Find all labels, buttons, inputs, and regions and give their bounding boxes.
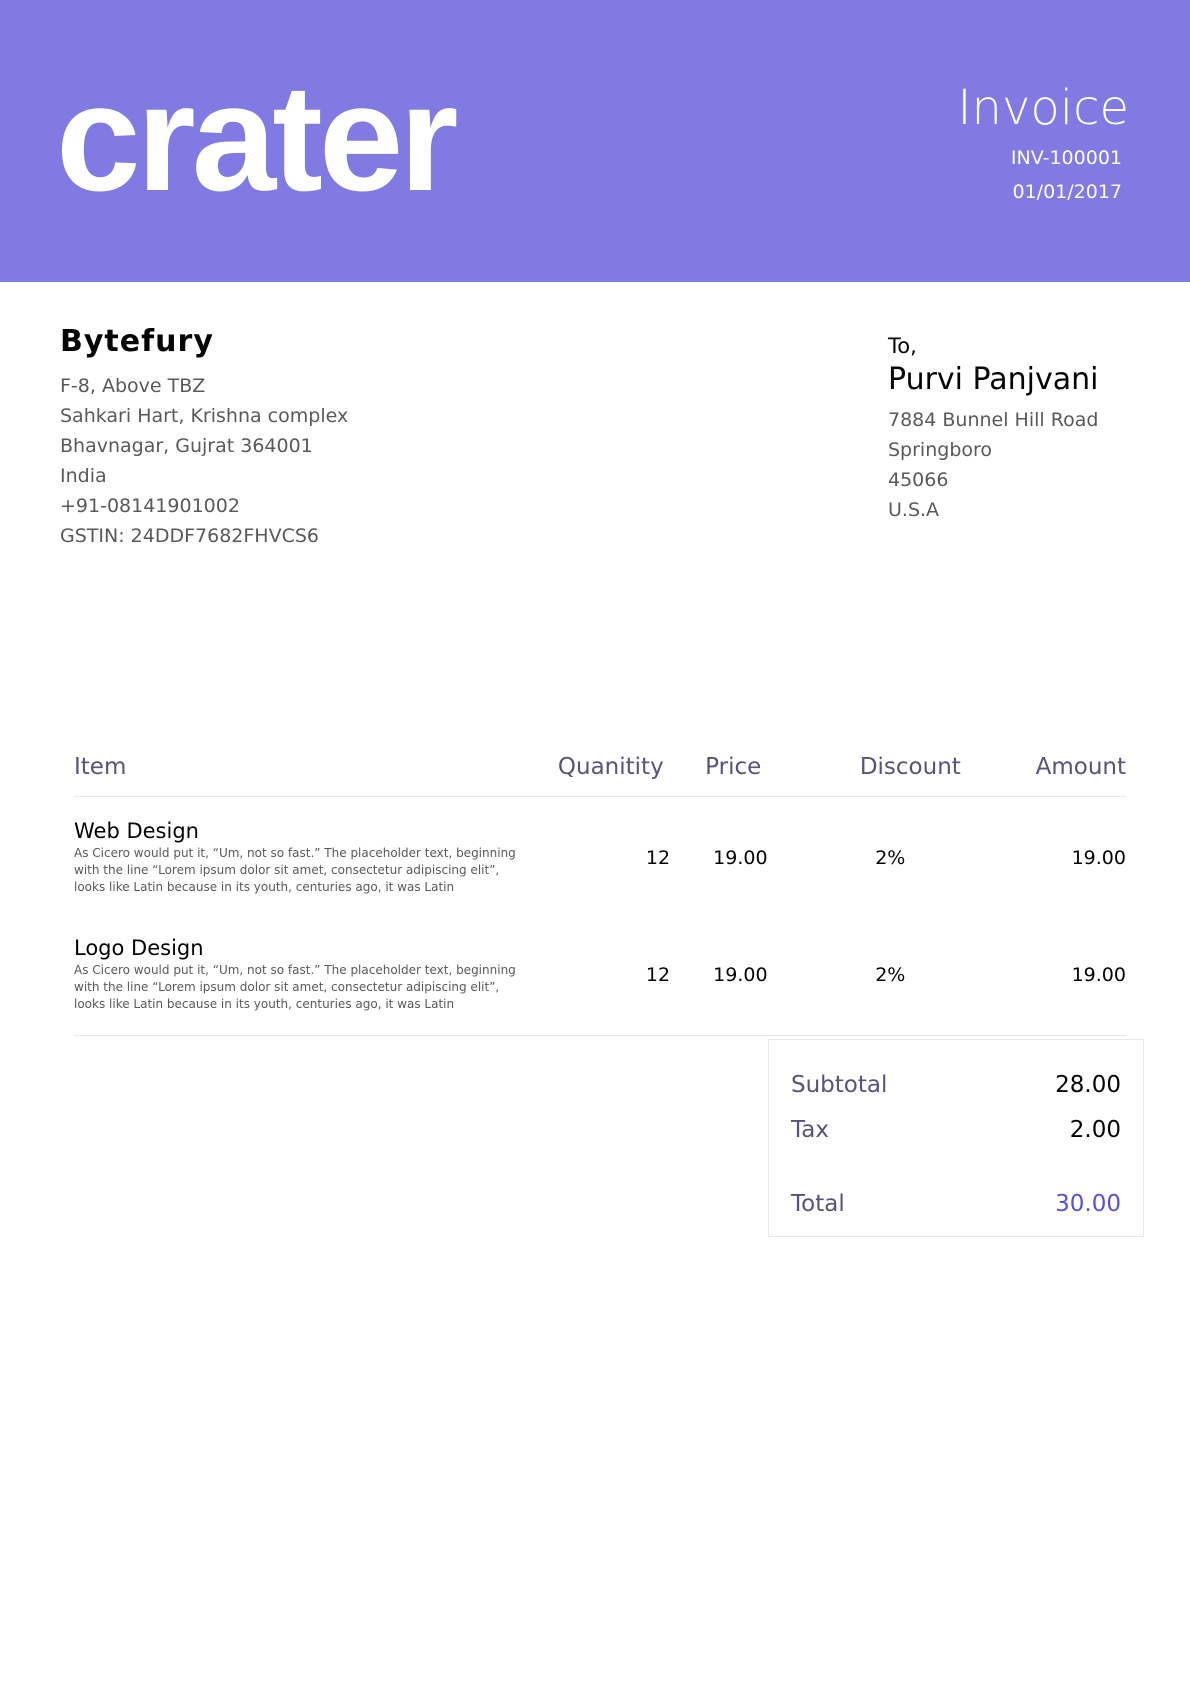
item-description: As Cicero would put it, “Um, not so fast… — [74, 963, 516, 1011]
item-price: 19.00 — [713, 846, 768, 869]
column-header-discount: Discount — [831, 750, 990, 797]
column-header-amount: Amount — [989, 750, 1126, 797]
item-amount: 19.00 — [989, 896, 1126, 1036]
total-value: 30.00 — [1055, 1191, 1121, 1217]
invoice-date: 01/01/2017 — [1012, 181, 1122, 203]
table-row: Web Design As Cicero would put it, “Um, n… — [74, 797, 1126, 897]
billing-label: To, — [888, 334, 917, 358]
company-gstin: GSTIN: 24DDF7682FHVCS6 — [60, 525, 319, 547]
totals-box: Subtotal 28.00 Tax 2.00 Total 30.00 — [768, 1039, 1144, 1237]
tax-label: Tax — [791, 1117, 829, 1143]
total-label: Total — [791, 1191, 845, 1217]
items-table: Item Quanitity Price Discount Amount Web… — [74, 750, 1126, 1036]
billing-address-line: Springboro — [888, 439, 993, 461]
billing-address-line: 45066 — [888, 469, 949, 491]
invoice-number: INV-100001 — [1010, 147, 1122, 169]
item-quantity: 12 — [645, 846, 671, 869]
billing-info: To, Purvi Panjvani 7884 Bunnel Hill Road… — [888, 334, 1099, 525]
item-price: 19.00 — [705, 896, 832, 1036]
item-description: As Cicero would put it, “Um, not so fast… — [74, 846, 516, 894]
item-name: Web Design — [74, 819, 199, 843]
company-address-line: Sahkari Hart, Krishna complex — [60, 405, 349, 427]
company-info: Bytefury F-8, Above TBZ Sahkari Hart, Kr… — [60, 324, 348, 551]
subtotal-value: 28.00 — [1055, 1072, 1121, 1098]
item-quantity: 12 — [557, 896, 706, 1036]
column-header-quantity: Quanitity — [557, 750, 706, 797]
item-amount: 19.00 — [1071, 846, 1126, 869]
company-phone: +91-08141901002 — [60, 495, 240, 517]
invoice-header: crater Invoice INV-100001 01/01/2017 — [0, 0, 1190, 282]
invoice-title: Invoice — [957, 80, 1129, 136]
item-name: Logo Design — [74, 936, 204, 960]
column-header-item: Item — [74, 750, 558, 797]
customer-name: Purvi Panjvani — [888, 362, 1099, 397]
item-discount: 2% — [831, 896, 990, 1036]
company-address-line: Bhavnagar, Gujrat 364001 — [60, 435, 313, 457]
column-header-price: Price — [705, 750, 832, 797]
company-address-line: India — [60, 465, 107, 487]
table-row: Logo Design As Cicero would put it, “Um, … — [74, 896, 1126, 1036]
item-discount: 2% — [875, 846, 906, 869]
subtotal-label: Subtotal — [791, 1072, 888, 1098]
tax-value: 2.00 — [1069, 1117, 1121, 1143]
billing-address-line: U.S.A — [888, 499, 940, 521]
company-address-line: F-8, Above TBZ — [60, 375, 206, 397]
company-name: Bytefury — [60, 324, 214, 359]
billing-address-line: 7884 Bunnel Hill Road — [888, 409, 1099, 431]
crater-logo: crater — [56, 53, 459, 223]
